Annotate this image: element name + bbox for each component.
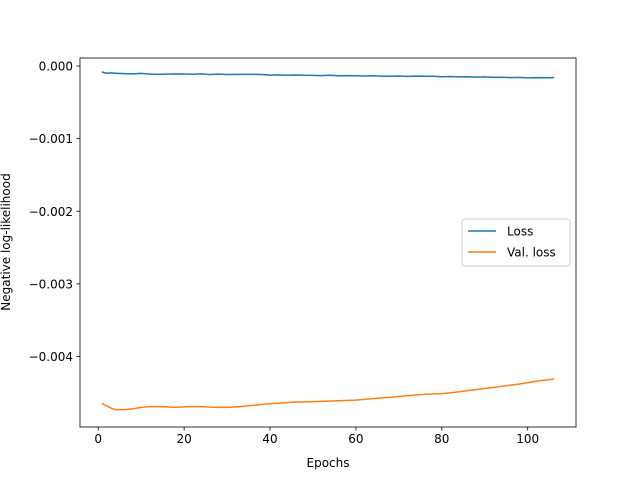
y-tick-label: −0.002: [29, 205, 73, 219]
x-tick-label: 100: [516, 432, 539, 446]
y-tick-label: −0.001: [29, 132, 73, 146]
x-tick-label: 20: [176, 432, 191, 446]
series-group: [101, 71, 555, 411]
legend-label-val-loss: Val. loss: [507, 246, 556, 260]
x-tick-label: 0: [94, 432, 102, 446]
series-line-loss: [101, 71, 555, 79]
series-line-val-loss: [101, 378, 555, 411]
legend: Loss Val. loss: [461, 218, 571, 267]
y-tick-label: 0.000: [39, 59, 73, 73]
x-tick-label: 80: [434, 432, 449, 446]
plot-frame: [79, 57, 577, 428]
legend-label-loss: Loss: [507, 225, 533, 239]
y-tick-label: −0.003: [29, 277, 73, 291]
y-tick-label: −0.004: [29, 350, 73, 364]
x-tick-label: 60: [348, 432, 363, 446]
axes-layer: 0 20 40 60 80 100 0.000 −0.001 −0.002 −0.003 −0.00…: [29, 57, 577, 446]
x-tick-label: 40: [262, 432, 277, 446]
y-axis-label: Negative log-likelihood: [0, 173, 13, 310]
x-axis-label: Epochs: [307, 456, 350, 470]
series-layer: [101, 71, 555, 411]
